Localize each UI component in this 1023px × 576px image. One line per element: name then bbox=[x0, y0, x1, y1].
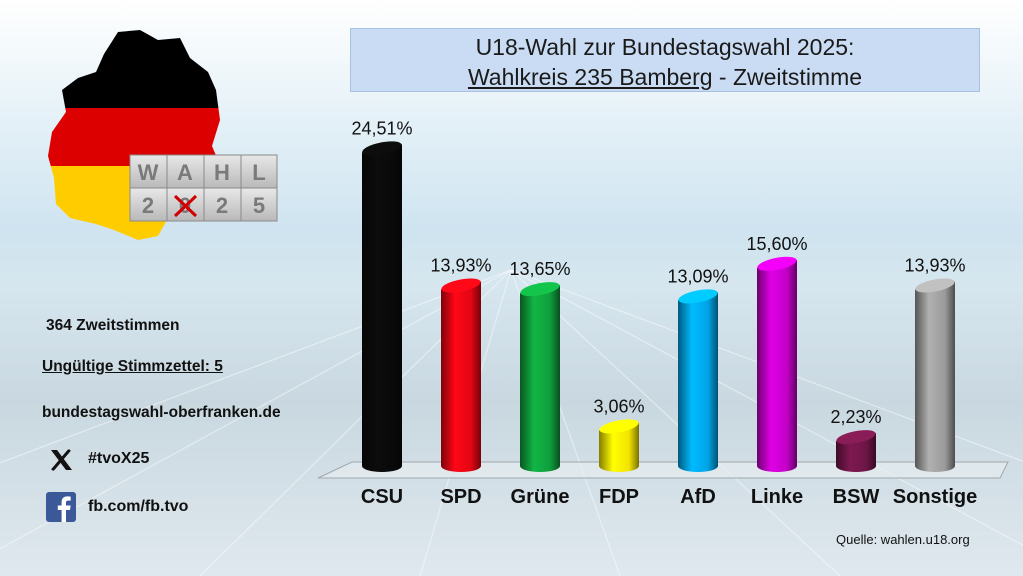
wahl-cubes: W A H L 2 0 2 5 bbox=[129, 154, 278, 222]
category-label: Sonstige bbox=[893, 486, 977, 508]
chart-subtitle: Wahlkreis 235 Bamberg - Zweitstimme bbox=[351, 62, 979, 92]
logo-digit-4: 5 bbox=[253, 193, 265, 218]
title-separator: - bbox=[712, 64, 733, 90]
source-note: Quelle: wahlen.u18.org bbox=[836, 532, 970, 547]
category-label: Linke bbox=[751, 486, 803, 508]
logo-letter-l: L bbox=[252, 160, 265, 185]
bar-afd bbox=[678, 289, 718, 472]
bar-sonstige bbox=[915, 278, 955, 472]
bar-value-label: 15,60% bbox=[746, 234, 807, 254]
bar-value-label: 13,65% bbox=[509, 259, 570, 279]
logo-letter-w: W bbox=[138, 160, 159, 185]
logo-letter-a: A bbox=[177, 160, 193, 185]
category-label: Grüne bbox=[511, 486, 570, 508]
chart-title-box: U18-Wahl zur Bundestagswahl 2025: Wahlkr… bbox=[350, 28, 980, 92]
logo-letter-h: H bbox=[214, 160, 230, 185]
invalid-ballots: Ungültige Stimmzettel: 5 bbox=[42, 358, 223, 375]
vote-type: Zweitstimme bbox=[732, 64, 863, 90]
district-name: Wahlkreis 235 Bamberg bbox=[467, 64, 713, 90]
bar-value-label: 13,09% bbox=[667, 266, 728, 286]
category-label: BSW bbox=[833, 486, 880, 508]
bar-value-label: 13,93% bbox=[430, 255, 491, 275]
bar-fdp bbox=[599, 419, 639, 472]
bar-spd bbox=[441, 278, 481, 472]
category-label: SPD bbox=[440, 486, 481, 508]
logo-digit-3: 2 bbox=[216, 193, 228, 218]
category-label: AfD bbox=[680, 486, 716, 508]
bar-value-label: 24,51% bbox=[351, 118, 412, 138]
facebook-link[interactable]: fb.com/fb.tvo bbox=[88, 498, 189, 515]
chart-floor-plane bbox=[317, 461, 1009, 479]
bar-bsw bbox=[836, 430, 876, 472]
bar-grüne bbox=[520, 282, 560, 472]
bar-csu bbox=[362, 141, 402, 472]
logo-digit-1: 2 bbox=[142, 193, 154, 218]
bar-value-label: 2,23% bbox=[830, 407, 881, 427]
bar-value-label: 3,06% bbox=[593, 396, 644, 416]
facebook-icon bbox=[46, 492, 76, 522]
chart-title: U18-Wahl zur Bundestagswahl 2025: bbox=[475, 34, 855, 60]
vote-count: 364 Zweitstimmen bbox=[46, 317, 180, 334]
ballot-cross-icon bbox=[173, 194, 198, 218]
x-handle[interactable]: #tvoX25 bbox=[88, 450, 150, 467]
website-link[interactable]: bundestagswahl-oberfranken.de bbox=[42, 404, 281, 421]
bar-linke bbox=[757, 256, 797, 472]
x-logo-icon bbox=[51, 449, 72, 471]
wahl-2025-logo: W A H L 2 0 2 5 bbox=[48, 30, 278, 240]
category-label: CSU bbox=[361, 486, 403, 508]
bar-value-label: 13,93% bbox=[904, 255, 965, 275]
category-label: FDP bbox=[599, 486, 639, 508]
